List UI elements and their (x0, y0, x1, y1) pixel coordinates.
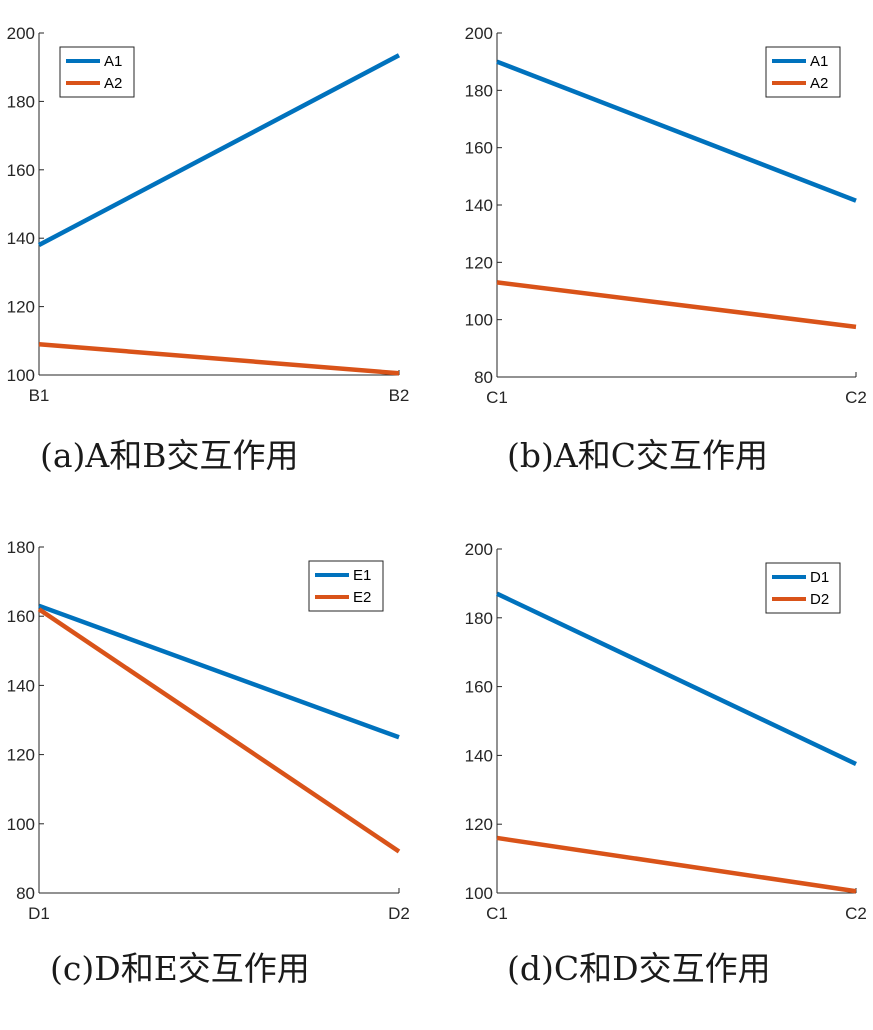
y-tick-label: 140 (465, 746, 493, 765)
y-tick-label: 160 (465, 139, 493, 158)
y-tick-label: 100 (465, 311, 493, 330)
x-tick-label: C1 (486, 388, 508, 407)
x-tick-label: C1 (486, 904, 508, 923)
series-line-d1 (496, 591, 857, 767)
panel-caption-c: (c)D和E交互作用 (50, 949, 310, 988)
x-tick-label: B1 (29, 386, 50, 405)
x-tick-label: D1 (28, 904, 50, 923)
y-tick-label: 180 (465, 81, 493, 100)
panel-caption-a: (a)A和B交互作用 (40, 436, 299, 475)
legend-label: A1 (104, 53, 122, 70)
legend-label: E1 (353, 567, 371, 584)
series-line-a1 (37, 53, 401, 248)
y-tick-label: 140 (7, 229, 35, 248)
y-tick-label: 100 (465, 884, 493, 903)
y-tick-label: 120 (7, 746, 35, 765)
series-line-a2 (496, 280, 857, 330)
series-line-e2 (37, 607, 401, 854)
legend-label: D1 (810, 569, 829, 586)
x-tick-label: C2 (845, 904, 867, 923)
x-tick-label: D2 (388, 904, 410, 923)
y-tick-label: 200 (465, 540, 493, 559)
y-tick-label: 140 (465, 196, 493, 215)
legend-box (308, 560, 384, 612)
legend-box (59, 46, 135, 98)
legend-box (765, 562, 841, 614)
y-tick-label: 120 (7, 298, 35, 317)
y-tick-label: 80 (474, 368, 493, 387)
x-tick-label: C2 (845, 388, 867, 407)
series-line-e1 (38, 603, 400, 740)
series-line-d2 (496, 835, 857, 894)
y-tick-label: 100 (7, 366, 35, 385)
series-line-a1 (496, 59, 857, 203)
panel-caption-d: (d)C和D交互作用 (507, 949, 771, 988)
y-tick-label: 200 (465, 24, 493, 43)
y-tick-label: 80 (16, 884, 35, 903)
y-tick-label: 180 (465, 609, 493, 628)
x-tick-label: B2 (389, 386, 410, 405)
y-tick-label: 160 (7, 607, 35, 626)
y-tick-label: 180 (7, 92, 35, 111)
legend-label: A2 (810, 75, 828, 92)
panel-caption-b: (b)A和C交互作用 (507, 436, 768, 475)
series-line-a2 (38, 341, 400, 376)
y-tick-label: 160 (7, 161, 35, 180)
legend-label: A1 (810, 53, 828, 70)
legend-box (765, 46, 841, 98)
y-tick-label: 160 (465, 678, 493, 697)
y-tick-label: 120 (465, 815, 493, 834)
y-tick-label: 140 (7, 676, 35, 695)
y-tick-label: 120 (465, 253, 493, 272)
y-tick-label: 180 (7, 538, 35, 557)
legend-label: E2 (353, 589, 371, 606)
legend-label: D2 (810, 591, 829, 608)
legend-label: A2 (104, 75, 122, 92)
y-tick-label: 100 (7, 815, 35, 834)
y-tick-label: 200 (7, 24, 35, 43)
